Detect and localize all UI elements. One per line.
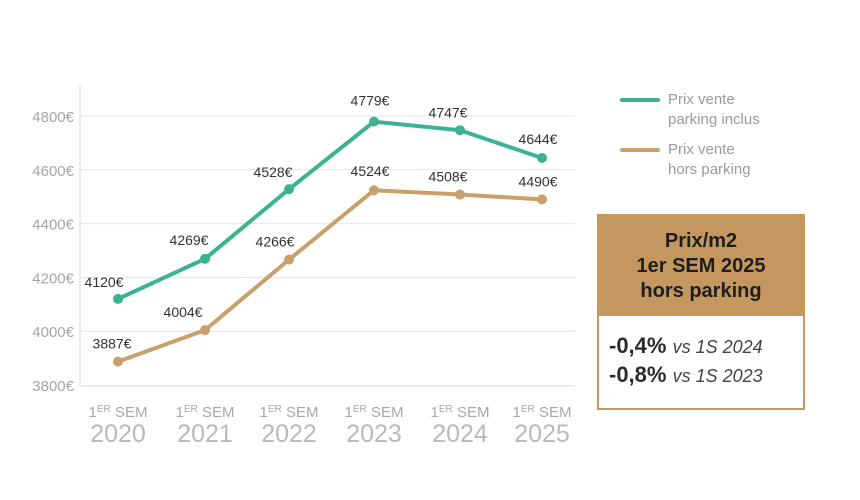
series-line [116, 119, 544, 301]
legend-item-parking-inclus: Prix vente parking inclus [620, 90, 820, 130]
legend-label-line1: Prix vente [668, 141, 735, 158]
y-tick-label: 4200€ [32, 270, 74, 287]
data-label: 4779€ [351, 93, 390, 109]
legend-label-line1: Prix vente [668, 91, 735, 108]
summary-pct: -0,4% [609, 333, 667, 358]
y-tick-label: 4800€ [32, 109, 74, 126]
legend: Prix vente parking inclus Prix vente hor… [620, 90, 820, 190]
data-label: 3887€ [93, 336, 132, 352]
legend-label-line2: parking inclus [668, 111, 760, 128]
x-tick-label-sem: 1ER SEM [345, 404, 404, 421]
legend-item-hors-parking: Prix vente hors parking [620, 140, 820, 180]
data-label: 4747€ [429, 104, 468, 120]
x-tick-label-sem: 1ER SEM [431, 404, 490, 421]
x-tick-label-sem: 1ER SEM [89, 404, 148, 421]
data-point [200, 325, 210, 336]
legend-label-line2: hors parking [668, 161, 751, 178]
data-point [284, 184, 294, 195]
x-tick-label-year: 2022 [261, 420, 317, 448]
summary-row: -0,4% vs 1S 2024 [609, 332, 795, 361]
summary-row: -0,8% vs 1S 2023 [609, 361, 795, 390]
data-point [200, 253, 210, 264]
data-point [113, 293, 123, 304]
summary-title-line: hors parking [640, 279, 762, 302]
data-point [369, 185, 379, 196]
data-label: 4524€ [351, 163, 390, 179]
x-tick-label-year: 2023 [346, 420, 402, 448]
x-tick-label-sem: 1ER SEM [176, 404, 235, 421]
summary-header: Prix/m2 1er SEM 2025 hors parking [599, 216, 803, 316]
x-tick-label-year: 2021 [177, 420, 233, 448]
summary-title-line: Prix/m2 [664, 229, 738, 252]
x-tick-label-sem: 1ER SEM [260, 404, 319, 421]
summary-vs: vs 1S 2024 [672, 337, 763, 357]
data-label: 4269€ [170, 232, 209, 248]
legend-swatch-tan [620, 148, 660, 152]
summary-pct: -0,8% [609, 362, 667, 387]
summary-title-line: 1er SEM 2025 [636, 254, 766, 277]
x-tick-label-year: 2025 [514, 420, 570, 448]
data-point [369, 116, 379, 127]
data-point [113, 356, 123, 367]
data-label: 4266€ [256, 234, 295, 250]
x-tick-label-sem: 1ER SEM [513, 404, 572, 421]
y-tick-label: 4600€ [32, 163, 74, 180]
data-label: 4528€ [254, 164, 293, 180]
data-label: 4120€ [85, 274, 124, 290]
data-label: 4490€ [519, 173, 558, 189]
data-point [455, 125, 465, 136]
data-label: 4004€ [164, 304, 203, 320]
data-label: 4508€ [429, 169, 468, 185]
price-line-chart: 3800€4000€4200€4400€4600€4800€1ER SEM202… [32, 85, 575, 448]
y-tick-label: 3800€ [32, 378, 74, 395]
y-tick-label: 4400€ [32, 217, 74, 234]
x-tick-label-year: 2020 [90, 420, 146, 448]
data-point [537, 194, 547, 205]
y-tick-label: 4000€ [32, 324, 74, 341]
data-point [455, 189, 465, 200]
legend-swatch-green [620, 98, 660, 102]
data-label: 4644€ [519, 131, 558, 147]
summary-box: Prix/m2 1er SEM 2025 hors parking -0,4% … [597, 214, 805, 410]
summary-vs: vs 1S 2023 [672, 366, 763, 386]
data-point [284, 254, 294, 265]
series-line [116, 188, 544, 364]
summary-body: -0,4% vs 1S 2024 -0,8% vs 1S 2023 [599, 316, 803, 390]
x-tick-label-year: 2024 [432, 420, 488, 448]
data-point [537, 152, 547, 163]
